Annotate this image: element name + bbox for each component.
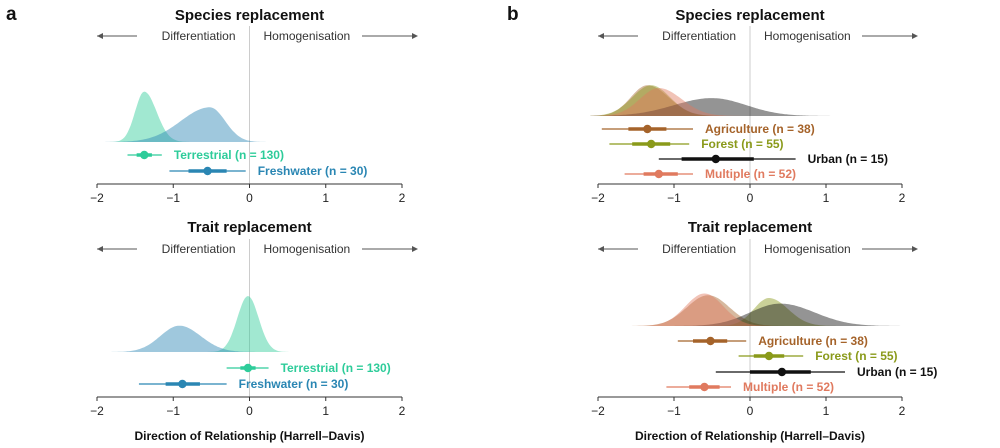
median-point	[711, 154, 720, 164]
density-curve	[89, 296, 410, 352]
density-curve	[590, 85, 910, 116]
median-point	[654, 169, 663, 179]
chart-title: Species replacement	[175, 7, 324, 24]
chart-panel-b-trait: Trait replacement Differentiation Homogeni…	[590, 219, 937, 443]
arrow-left-icon	[97, 33, 103, 39]
median-point	[140, 150, 149, 160]
x-axis-label: Direction of Relationship (Harrell–Davis…	[635, 429, 865, 443]
x-tick-label: 2	[399, 191, 406, 205]
x-tick-label: 2	[899, 404, 906, 418]
panel-label-b: b	[507, 4, 519, 25]
series-label: Forest (n = 55)	[701, 137, 783, 151]
direction-label-left: Differentiation	[662, 242, 736, 256]
chart-title: Trait replacement	[187, 219, 311, 236]
median-point	[700, 382, 709, 392]
density-curve	[89, 325, 410, 352]
x-tick-label: 0	[246, 191, 253, 205]
panel-label-a: a	[6, 4, 17, 25]
x-tick-label: −1	[166, 404, 180, 418]
median-point	[178, 379, 187, 389]
median-point	[706, 336, 715, 346]
density-curve	[590, 88, 910, 116]
density-curve	[590, 303, 910, 326]
x-tick-label: −1	[667, 191, 681, 205]
direction-label-right: Homogenisation	[764, 29, 851, 43]
x-tick-label: −2	[90, 191, 104, 205]
chart-title: Species replacement	[675, 7, 824, 24]
x-tick-label: −2	[591, 191, 605, 205]
density-curve	[590, 98, 910, 116]
x-tick-label: 2	[399, 404, 406, 418]
direction-label-right: Homogenisation	[264, 242, 351, 256]
arrow-right-icon	[912, 246, 918, 252]
arrow-right-icon	[912, 33, 918, 39]
series-label: Urban (n = 15)	[808, 152, 888, 166]
series-label: Freshwater (n = 30)	[258, 164, 368, 178]
density-curve	[89, 107, 410, 142]
x-axis-label: Direction of Relationship (Harrell–Davis…	[134, 429, 364, 443]
chart-title: Trait replacement	[688, 219, 812, 236]
series-label: Forest (n = 55)	[815, 349, 897, 363]
x-tick-label: 1	[823, 191, 830, 205]
series-label: Multiple (n = 52)	[705, 167, 796, 181]
x-tick-label: 1	[322, 191, 329, 205]
series-label: Multiple (n = 52)	[743, 380, 834, 394]
arrow-left-icon	[97, 246, 103, 252]
arrow-right-icon	[412, 246, 418, 252]
chart-panel-a-species: Species replacement Differentiation Homoge…	[89, 7, 418, 205]
arrow-left-icon	[598, 33, 604, 39]
series-label: Agriculture (n = 38)	[758, 334, 868, 348]
series-label: Terrestrial (n = 130)	[281, 361, 391, 375]
x-tick-label: 1	[823, 404, 830, 418]
median-point	[777, 367, 787, 377]
direction-label-left: Differentiation	[162, 29, 236, 43]
arrow-right-icon	[412, 33, 418, 39]
direction-label-left: Differentiation	[162, 242, 236, 256]
x-tick-label: 0	[246, 404, 253, 418]
direction-label-right: Homogenisation	[764, 242, 851, 256]
chart-panel-b-species: Species replacement Differentiation Homoge…	[590, 7, 918, 205]
series-label: Agriculture (n = 38)	[705, 122, 815, 136]
direction-label-right: Homogenisation	[264, 29, 351, 43]
median-point	[243, 363, 253, 373]
series-label: Terrestrial (n = 130)	[174, 148, 284, 162]
arrow-left-icon	[598, 246, 604, 252]
x-tick-label: 0	[747, 404, 754, 418]
series-label: Urban (n = 15)	[857, 365, 937, 379]
direction-label-left: Differentiation	[662, 29, 736, 43]
x-tick-label: 1	[322, 404, 329, 418]
x-tick-label: −1	[166, 191, 180, 205]
density-curve	[590, 85, 910, 116]
x-tick-label: −2	[90, 404, 104, 418]
x-tick-label: 0	[747, 191, 754, 205]
x-tick-label: −1	[667, 404, 681, 418]
median-point	[647, 139, 656, 149]
series-label: Freshwater (n = 30)	[239, 377, 349, 391]
chart-panel-a-trait: Trait replacement Differentiation Homogeni…	[89, 219, 418, 443]
median-point	[643, 124, 652, 134]
median-point	[764, 351, 774, 361]
x-tick-label: 2	[899, 191, 906, 205]
density-curve	[89, 91, 410, 142]
density-curve	[590, 298, 910, 326]
median-point	[203, 166, 212, 176]
x-tick-label: −2	[591, 404, 605, 418]
